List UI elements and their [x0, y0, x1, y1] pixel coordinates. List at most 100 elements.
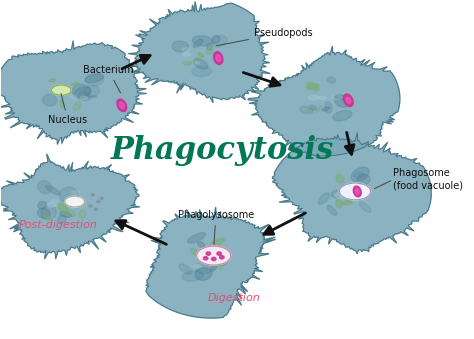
- Ellipse shape: [212, 36, 227, 47]
- Text: Phagosome
(food vacuole): Phagosome (food vacuole): [393, 168, 463, 191]
- Circle shape: [97, 201, 100, 203]
- Ellipse shape: [72, 84, 91, 99]
- Ellipse shape: [198, 242, 205, 247]
- Ellipse shape: [46, 185, 60, 195]
- Ellipse shape: [203, 248, 208, 259]
- Circle shape: [203, 257, 208, 260]
- Polygon shape: [0, 154, 139, 259]
- Polygon shape: [128, 2, 270, 103]
- Ellipse shape: [198, 53, 203, 57]
- Ellipse shape: [342, 184, 350, 187]
- Ellipse shape: [346, 97, 351, 104]
- Ellipse shape: [332, 95, 343, 100]
- Text: Nucleus: Nucleus: [48, 94, 88, 125]
- Circle shape: [94, 208, 97, 211]
- Ellipse shape: [210, 264, 217, 271]
- Ellipse shape: [49, 79, 55, 82]
- Ellipse shape: [319, 96, 326, 100]
- Ellipse shape: [65, 196, 84, 207]
- Ellipse shape: [182, 53, 191, 56]
- Polygon shape: [248, 46, 400, 156]
- Ellipse shape: [325, 102, 332, 113]
- Ellipse shape: [190, 248, 201, 256]
- Ellipse shape: [212, 260, 223, 269]
- Ellipse shape: [327, 77, 336, 83]
- Ellipse shape: [89, 96, 97, 98]
- Ellipse shape: [216, 55, 220, 61]
- Ellipse shape: [351, 167, 369, 182]
- Ellipse shape: [353, 186, 361, 197]
- Ellipse shape: [335, 193, 346, 198]
- Ellipse shape: [192, 36, 212, 46]
- Ellipse shape: [310, 105, 317, 110]
- Ellipse shape: [193, 265, 201, 268]
- Ellipse shape: [333, 111, 352, 121]
- Ellipse shape: [210, 239, 225, 246]
- Ellipse shape: [57, 215, 66, 224]
- Ellipse shape: [72, 82, 79, 85]
- Polygon shape: [146, 207, 275, 318]
- Ellipse shape: [195, 268, 212, 280]
- Ellipse shape: [80, 96, 87, 99]
- Ellipse shape: [207, 45, 213, 54]
- Ellipse shape: [37, 181, 52, 194]
- Ellipse shape: [37, 208, 50, 218]
- Ellipse shape: [197, 246, 231, 265]
- Text: Pseudopods: Pseudopods: [217, 28, 313, 46]
- Polygon shape: [0, 41, 146, 144]
- Ellipse shape: [58, 203, 68, 214]
- Ellipse shape: [47, 203, 56, 207]
- Ellipse shape: [44, 215, 51, 220]
- Ellipse shape: [79, 210, 86, 218]
- Ellipse shape: [182, 48, 190, 51]
- Ellipse shape: [70, 95, 77, 98]
- Circle shape: [211, 257, 216, 261]
- Ellipse shape: [172, 41, 188, 52]
- Circle shape: [217, 252, 221, 255]
- Ellipse shape: [187, 233, 206, 243]
- Ellipse shape: [43, 94, 57, 106]
- Text: Post-digestion: Post-digestion: [18, 220, 98, 230]
- Circle shape: [89, 205, 92, 207]
- Ellipse shape: [179, 264, 192, 274]
- Ellipse shape: [356, 188, 359, 194]
- Ellipse shape: [336, 192, 348, 197]
- Ellipse shape: [353, 182, 363, 186]
- Circle shape: [91, 194, 94, 196]
- Ellipse shape: [86, 73, 104, 85]
- Ellipse shape: [84, 85, 100, 97]
- Ellipse shape: [74, 87, 91, 97]
- Ellipse shape: [359, 202, 371, 212]
- Ellipse shape: [117, 99, 127, 112]
- Ellipse shape: [322, 107, 330, 111]
- Ellipse shape: [339, 183, 371, 200]
- Polygon shape: [273, 133, 431, 254]
- Ellipse shape: [335, 95, 349, 107]
- Ellipse shape: [193, 39, 203, 47]
- Ellipse shape: [51, 85, 71, 95]
- Ellipse shape: [328, 205, 337, 215]
- Ellipse shape: [316, 106, 321, 112]
- Ellipse shape: [207, 43, 213, 50]
- Ellipse shape: [345, 199, 353, 204]
- Ellipse shape: [207, 252, 219, 258]
- Ellipse shape: [357, 174, 370, 185]
- Ellipse shape: [354, 172, 365, 178]
- Ellipse shape: [195, 62, 200, 64]
- Ellipse shape: [212, 35, 220, 43]
- Ellipse shape: [208, 263, 213, 266]
- Ellipse shape: [336, 174, 344, 183]
- Ellipse shape: [306, 84, 319, 89]
- Circle shape: [100, 197, 103, 199]
- Ellipse shape: [344, 94, 353, 106]
- Text: Phagolysosome: Phagolysosome: [178, 210, 254, 244]
- Circle shape: [206, 252, 210, 255]
- Ellipse shape: [308, 108, 312, 113]
- Ellipse shape: [192, 66, 211, 77]
- Ellipse shape: [66, 210, 76, 216]
- Ellipse shape: [60, 212, 72, 217]
- Ellipse shape: [335, 95, 349, 100]
- Ellipse shape: [72, 191, 80, 195]
- Ellipse shape: [300, 106, 313, 114]
- Ellipse shape: [210, 254, 228, 266]
